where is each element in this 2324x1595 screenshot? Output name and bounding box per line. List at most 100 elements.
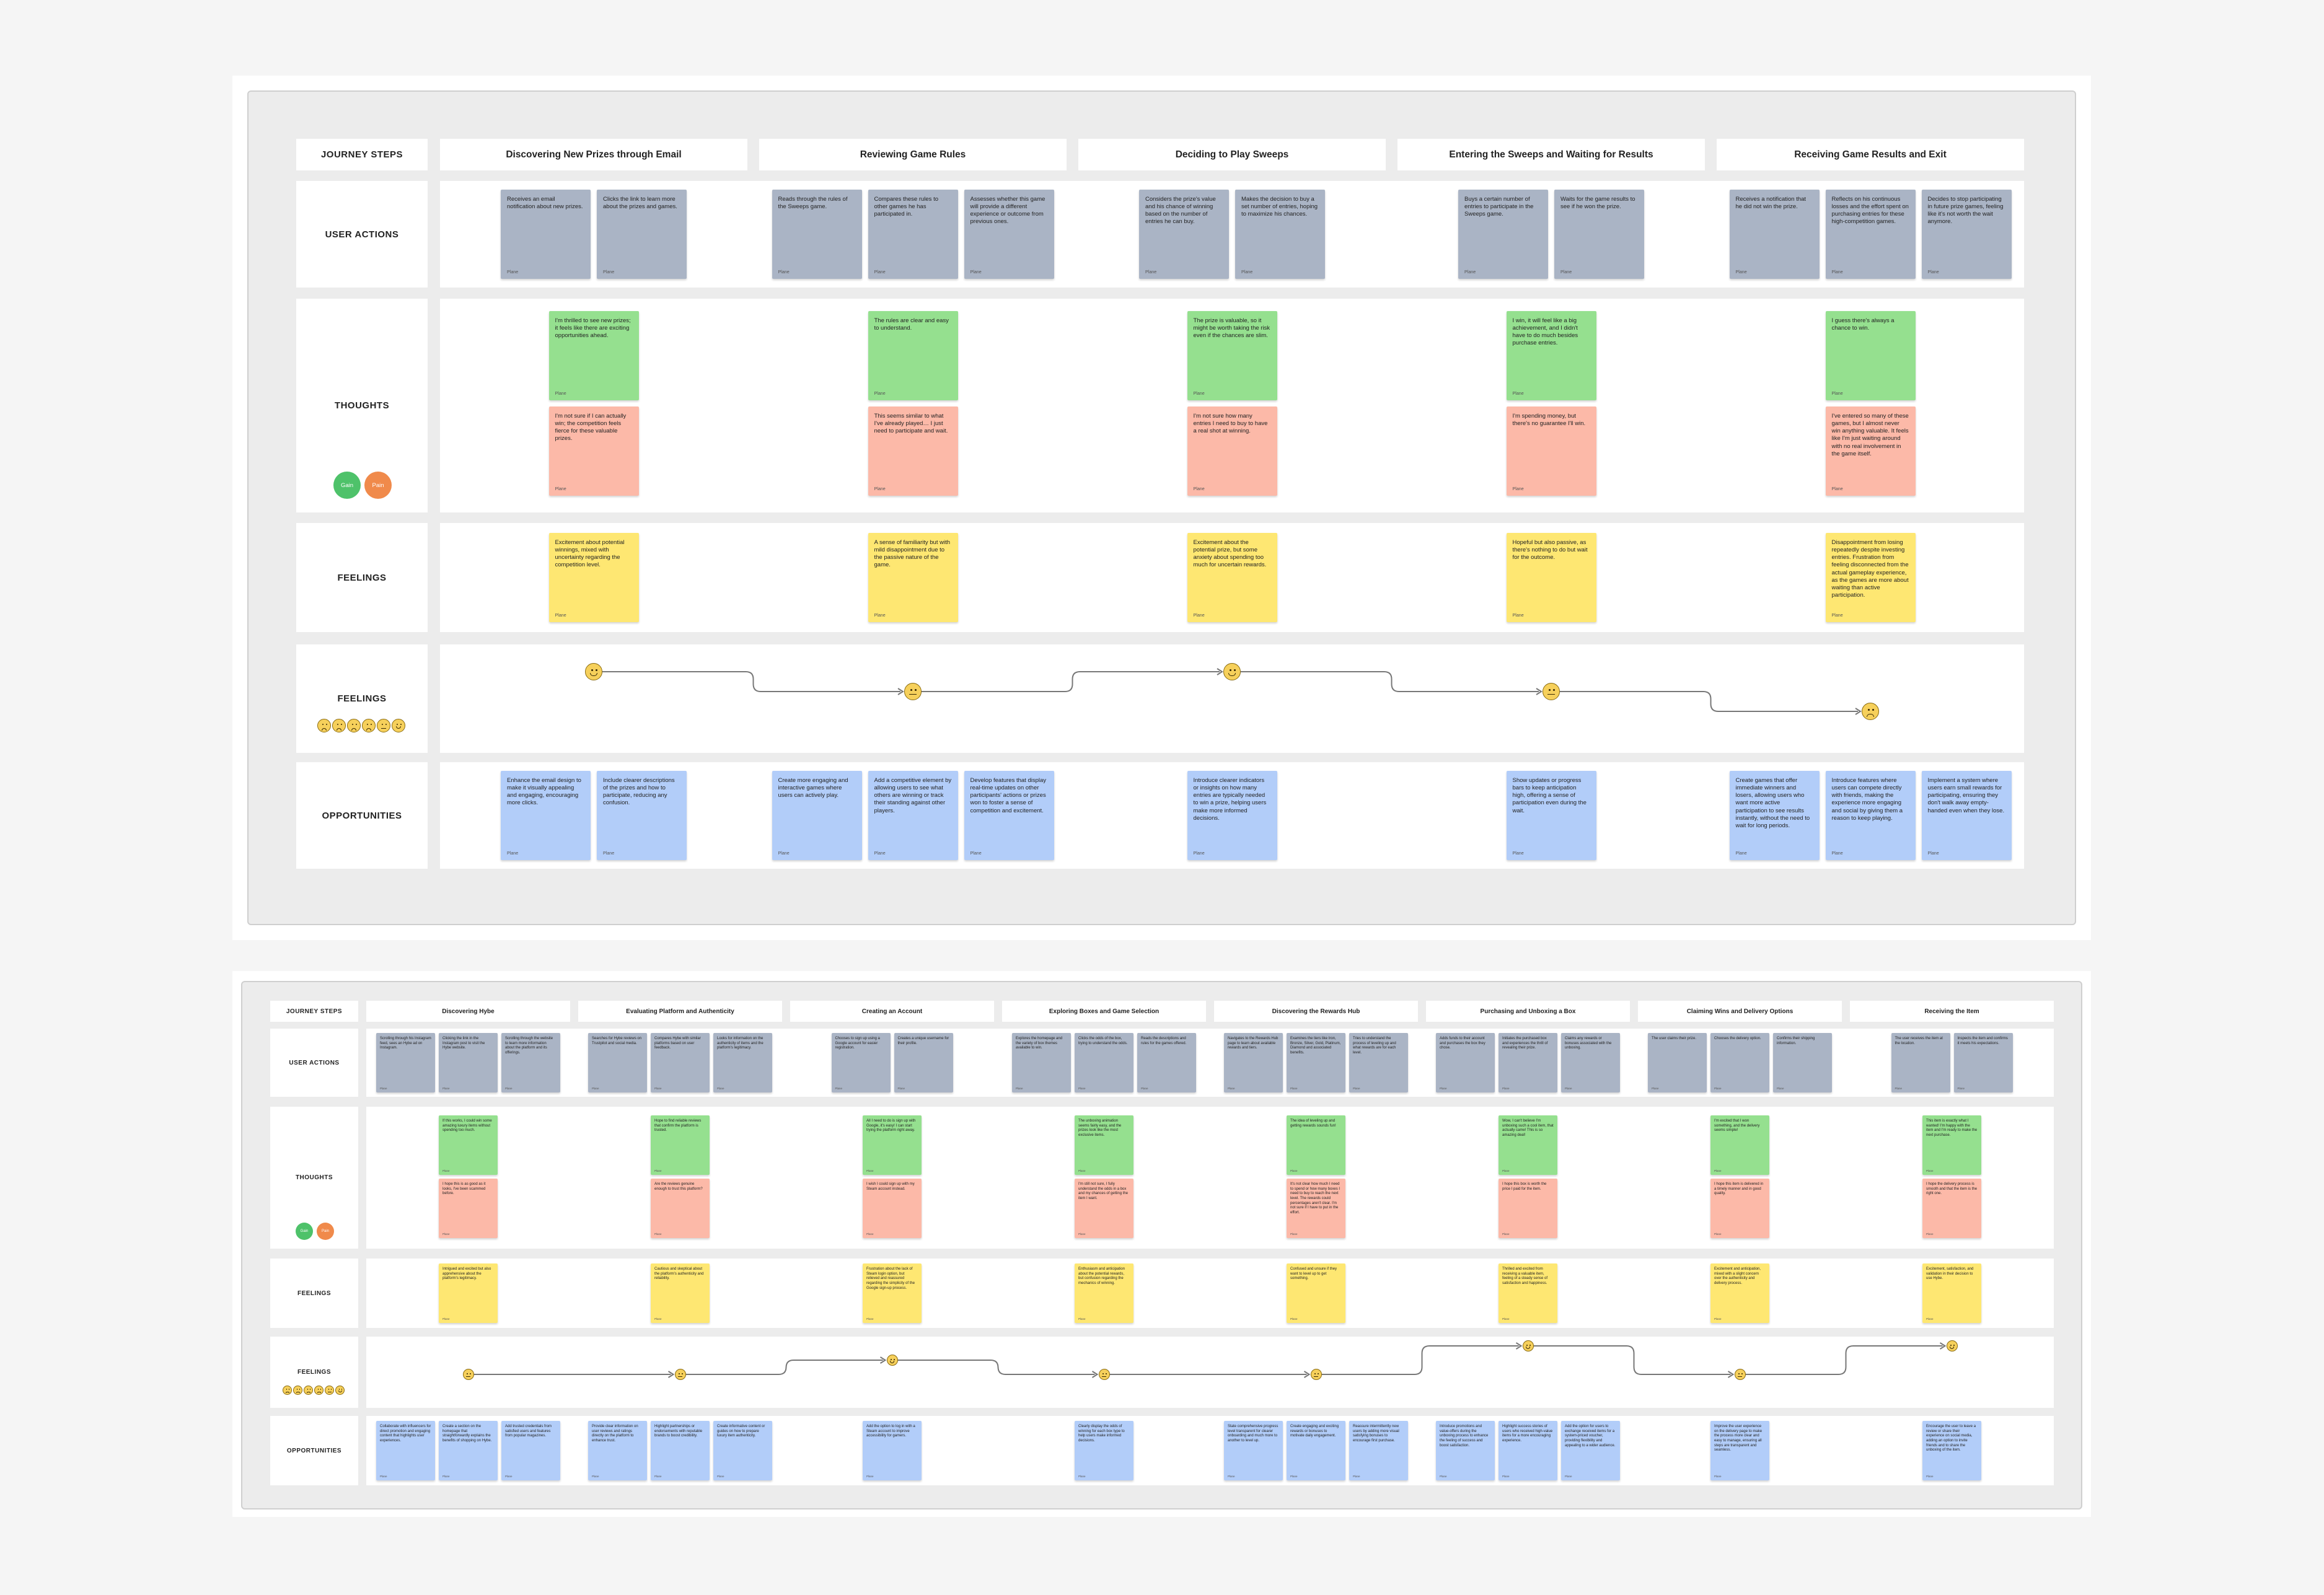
user-action-note: Inspects the item and confirms it meets …	[1953, 1033, 2013, 1092]
user-action-note: Clicks the odds of the box, trying to un…	[1075, 1033, 1133, 1092]
emoji-face-icon	[462, 1369, 474, 1380]
feeling-note: Excitement about the potential prize, bu…	[1187, 533, 1277, 622]
pain-thought-note: I hope this is as good as it looks, I've…	[439, 1179, 498, 1238]
journey-step-header: Entering the Sweeps and Waiting for Resu…	[1397, 139, 1705, 170]
emoji-mouth	[285, 1391, 289, 1394]
note-author: Plane	[1502, 1086, 1510, 1090]
gain-thought-note: The unboxing animation seems fairly easy…	[1075, 1115, 1133, 1175]
emoji-eye	[915, 688, 917, 691]
pain-thought-note: Are the reviews genuine enough to trust …	[651, 1179, 710, 1238]
user-action-note: Examines the tiers like Iron, Bronze, Si…	[1287, 1033, 1345, 1092]
opportunity-note-text: Create a section on the homepage that st…	[442, 1425, 492, 1443]
opportunity-note-text: Introduce features where users can compe…	[1831, 777, 1903, 822]
row-label-text: OPPORTUNITIES	[286, 1447, 342, 1454]
emoji-mouth	[1737, 1376, 1743, 1378]
gain-thought-note: The rules are clear and easy to understa…	[868, 311, 958, 400]
user-action-note: Reads the descriptions and rules for the…	[1137, 1033, 1196, 1092]
row-label-text: THOUGHTS	[334, 400, 390, 411]
emoji-eye	[893, 1358, 895, 1360]
emoji-mouth	[296, 1391, 300, 1394]
note-author: Plane	[1927, 851, 1939, 856]
emoji-face-icon	[1522, 1340, 1534, 1351]
emotion-curve-arrowhead	[1536, 688, 1543, 695]
emoji-face-icon	[1862, 703, 1879, 720]
note-author: Plane	[1895, 1086, 1903, 1090]
gain-legend-label: Gain	[300, 1229, 309, 1233]
user-action-note: Confirms their shipping information. Plan…	[1773, 1033, 1832, 1092]
note-author: Plane	[1735, 851, 1747, 856]
journey-step-header: Receiving Game Results and Exit	[1717, 139, 2024, 170]
emoji-eye	[288, 1389, 290, 1390]
note-author: Plane	[1831, 270, 1843, 275]
gain-thought-text: The unboxing animation seems fairly easy…	[1078, 1119, 1122, 1138]
note-author: Plane	[1353, 1474, 1360, 1478]
opportunity-note-text: Introduce promotions and value-offers du…	[1440, 1425, 1489, 1448]
emoji-eye	[296, 1389, 298, 1390]
emoji-eye	[385, 724, 387, 726]
row-label-text: FEELINGS	[297, 1369, 331, 1376]
emoji-eye	[910, 688, 912, 691]
note-author: Plane	[970, 851, 982, 856]
pain-thought-text: I wish I could sign up with my Steam acc…	[866, 1182, 915, 1191]
user-action-note-text: Scrolling through the website to learn m…	[505, 1037, 553, 1055]
emoji-face-icon	[283, 1385, 292, 1395]
note-author: Plane	[1512, 391, 1524, 396]
note-author: Plane	[442, 1086, 450, 1090]
journey-step-header: Discovering Hybe	[366, 1001, 570, 1022]
row-label-journey: JOURNEY STEPS	[270, 1001, 358, 1022]
note-author: Plane	[1735, 270, 1747, 275]
feeling-note-text: Excitement about the potential prize, bu…	[1193, 539, 1267, 569]
user-action-note-text: Receives a notification that he did not …	[1735, 196, 1807, 211]
emoji-face-icon	[347, 719, 361, 732]
opportunity-note: Create games that offer immediate winner…	[1729, 771, 1820, 860]
gain-thought-text: All I need to do is sign up with Google,…	[866, 1119, 916, 1133]
pain-thought-note: This seems similar to what I've already …	[868, 406, 958, 496]
opportunity-note: Implement a system where users earn smal…	[1921, 771, 2012, 860]
user-action-note: Reflects on his continuous losses and th…	[1825, 190, 1916, 279]
note-author: Plane	[1145, 270, 1157, 275]
note-author: Plane	[778, 270, 790, 275]
opportunity-note: Develop features that display real-time …	[964, 771, 1054, 860]
user-action-note: Makes the decision to buy a set number o…	[1235, 190, 1325, 279]
opportunity-note: Create informative content or guides on …	[713, 1421, 772, 1480]
emoji-eye	[317, 1389, 319, 1390]
emoji-eye	[1317, 1373, 1319, 1374]
note-author: Plane	[1290, 1169, 1298, 1172]
user-action-note-text: Clicking the link in the Instagram post …	[442, 1037, 485, 1050]
user-action-note: The user claims their prize. Plane	[1648, 1033, 1707, 1092]
emotion-curve-segment	[1241, 671, 1539, 692]
user-action-note-text: Creates a unique username for their prof…	[897, 1037, 949, 1045]
gain-thought-text: Wow, I can't believe I'm unboxing such a…	[1502, 1119, 1554, 1138]
opportunity-note: Include clearer descriptions of the priz…	[597, 771, 687, 860]
user-action-note: Explores the homepage and the variety of…	[1012, 1033, 1071, 1092]
gain-thought-text: The rules are clear and easy to understa…	[874, 317, 949, 332]
journey-step-header: Exploring Boxes and Game Selection	[1002, 1001, 1206, 1022]
note-author: Plane	[1831, 486, 1843, 491]
note-author: Plane	[1353, 1086, 1360, 1090]
gain-thought-text: Hope to find reliable reviews that confi…	[654, 1119, 702, 1133]
emoji-face-icon	[314, 1385, 324, 1395]
user-action-note: Navigates to the Rewards Hub page to lea…	[1224, 1033, 1283, 1092]
emotion-curve-arrowhead	[1091, 1371, 1099, 1378]
note-author: Plane	[1927, 270, 1939, 275]
note-author: Plane	[442, 1169, 450, 1172]
feeling-note: Hopeful but also passive, as there's not…	[1506, 533, 1596, 622]
note-author: Plane	[1926, 1474, 1934, 1478]
user-action-note-text: Compares these rules to other games he h…	[874, 196, 939, 218]
note-author: Plane	[1290, 1474, 1298, 1478]
note-author: Plane	[1512, 851, 1524, 856]
user-action-note-text: Searches for Hybe reviews on Trustpilot …	[592, 1037, 642, 1045]
emoji-face-icon	[1223, 663, 1241, 680]
user-action-note-text: Considers the prize's value and his chan…	[1145, 196, 1216, 226]
gain-thought-note: I'm thrilled to see new prizes; it feels…	[548, 311, 639, 400]
pain-thought-note: I hope this item is delivered in a timel…	[1710, 1179, 1769, 1238]
opportunity-note-text: Add the option to log in with a Steam ac…	[866, 1425, 915, 1438]
opportunity-note: Create more engaging and interactive gam…	[772, 771, 862, 860]
journey-step-title: Evaluating Platform and Authenticity	[626, 1008, 734, 1015]
pain-thought-note: I hope this box is worth the price I pai…	[1499, 1179, 1557, 1238]
note-author: Plane	[1290, 1086, 1298, 1090]
emotion-curve-arrowhead	[879, 1356, 887, 1364]
user-action-note: Compares these rules to other games he h…	[868, 190, 958, 279]
note-author: Plane	[717, 1086, 724, 1090]
